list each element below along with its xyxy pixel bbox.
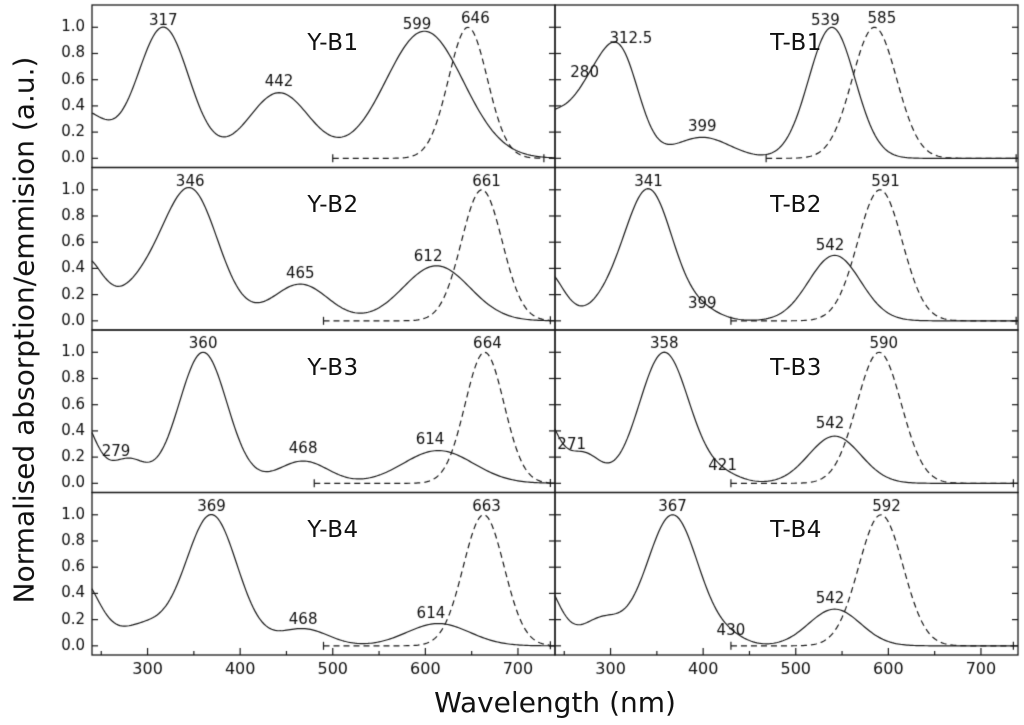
panel-label-y-b2: Y-B2 xyxy=(307,192,359,218)
panel-label-y-b4: Y-B4 xyxy=(307,517,359,543)
panel-label-y-b1: Y-B1 xyxy=(307,30,359,56)
y-axis-label: Normalised absorption/emmision (a.u.) xyxy=(7,56,41,604)
panel-label-t-b4: T-B4 xyxy=(770,517,822,543)
panel-label-t-b3: T-B3 xyxy=(770,355,822,381)
panel-label-t-b1: T-B1 xyxy=(770,30,822,56)
x-axis-label: Wavelength (nm) xyxy=(434,686,676,719)
panel-label-t-b2: T-B2 xyxy=(770,192,822,218)
panel-label-y-b3: Y-B3 xyxy=(307,355,359,381)
